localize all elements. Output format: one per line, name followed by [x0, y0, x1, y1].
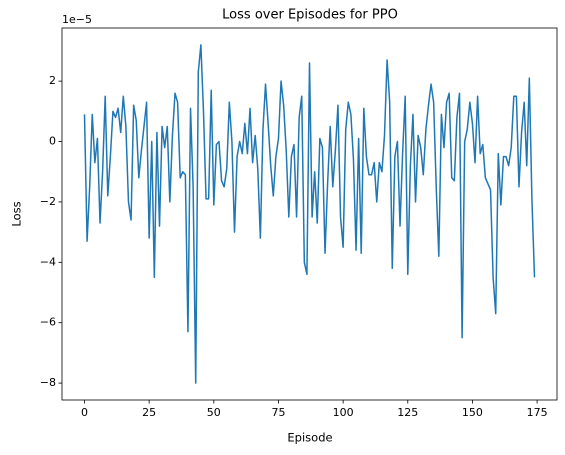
y-tick-label: 0 — [49, 135, 56, 148]
y-offset-label: 1e−5 — [62, 13, 92, 26]
chart-title: Loss over Episodes for PPO — [222, 8, 398, 23]
line-series — [83, 44, 536, 384]
x-tick-label: 50 — [207, 406, 221, 419]
y-axis-label: Loss — [10, 201, 24, 226]
x-tick-label: 0 — [81, 406, 88, 419]
x-tick-label: 150 — [462, 406, 483, 419]
x-tick-label: 75 — [271, 406, 285, 419]
y-tick-label: −6 — [40, 316, 56, 329]
y-tick-label: 2 — [49, 74, 56, 87]
y-tick-label: −8 — [40, 376, 56, 389]
y-tick-label: −4 — [40, 255, 56, 268]
x-tick-label: 25 — [142, 406, 156, 419]
plot-frame — [61, 27, 558, 401]
x-tick-label: 125 — [397, 406, 418, 419]
x-tick-label: 175 — [527, 406, 548, 419]
x-axis-label: Episode — [287, 431, 332, 445]
y-tick-label: −2 — [40, 195, 56, 208]
x-tick-label: 100 — [333, 406, 354, 419]
